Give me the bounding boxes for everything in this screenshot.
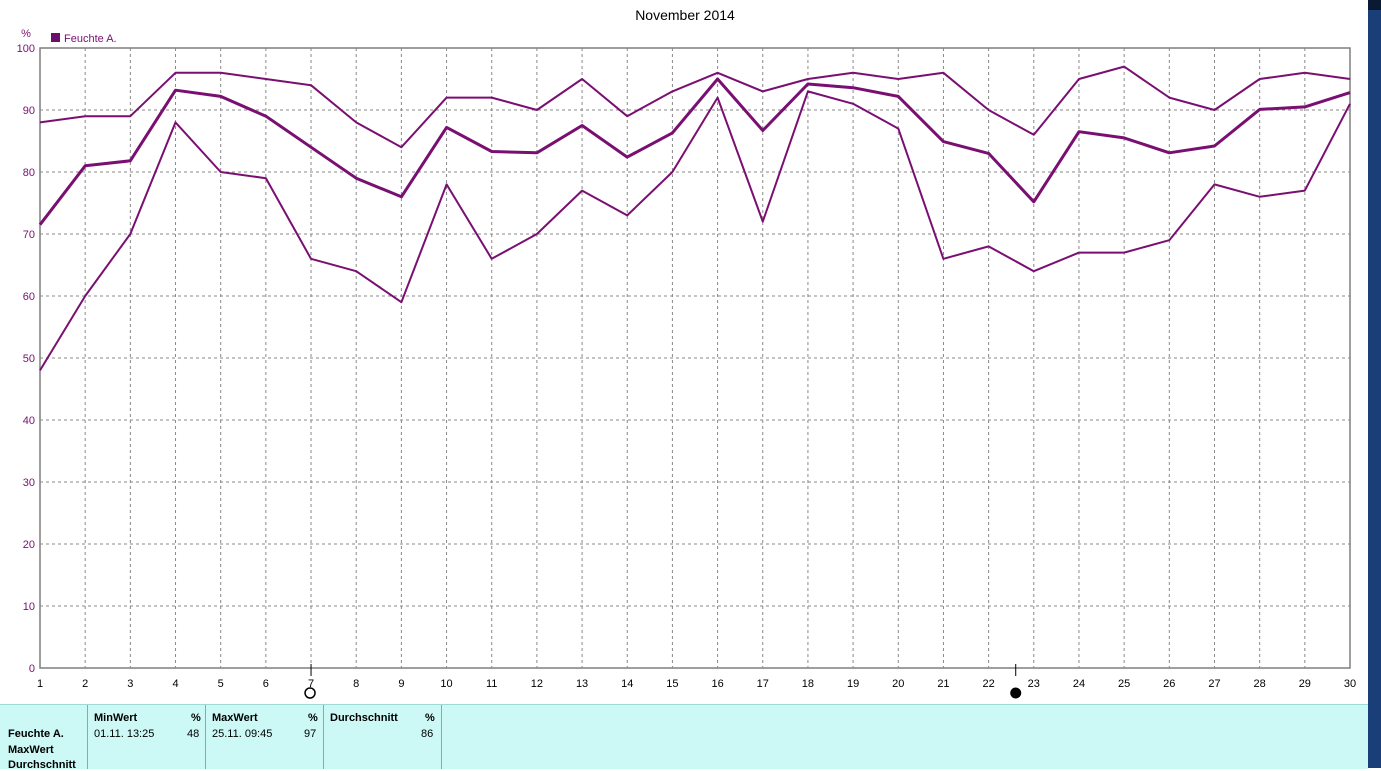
window-edge <box>1368 0 1381 768</box>
y-tick-label: 30 <box>23 477 35 489</box>
y-axis-unit: % <box>21 28 31 40</box>
y-tick-label: 80 <box>23 167 35 179</box>
x-tick-label: 24 <box>1073 678 1085 690</box>
stats-max-unit: % <box>308 712 318 724</box>
stats-column-max: MaxWert % 25.11. 09:45 97 <box>206 705 324 769</box>
y-tick-label: 100 <box>17 43 35 55</box>
stats-min-unit: % <box>191 712 201 724</box>
x-tick-label: 16 <box>711 678 723 690</box>
stats-column-mean: Durchschnitt % 86 <box>324 705 442 769</box>
x-tick-label: 1 <box>37 678 43 690</box>
stats-max-header: MaxWert <box>212 712 258 724</box>
marker-filled-circle <box>1010 687 1022 699</box>
x-tick-label: 13 <box>576 678 588 690</box>
stats-max-value: 97 <box>304 728 317 740</box>
x-tick-label: 2 <box>82 678 88 690</box>
series-line-min <box>39 90 1351 371</box>
stats-row-label-maxwert: MaxWert <box>8 744 54 756</box>
x-tick-label: 10 <box>440 678 452 690</box>
series-line-mean <box>38 77 1351 226</box>
x-tick-label: 25 <box>1118 678 1130 690</box>
y-tick-label: 0 <box>29 663 35 675</box>
stats-row-label-feuchte: Feuchte A. <box>8 728 64 740</box>
stats-panel: Feuchte A. MaxWert Durchschnitt MinWert … <box>0 704 1368 771</box>
x-tick-label: 23 <box>1028 678 1040 690</box>
x-tick-label: 15 <box>666 678 678 690</box>
x-tick-label: 14 <box>621 678 633 690</box>
legend-label: Feuchte A. <box>64 33 117 45</box>
marker-hollow-circle <box>304 687 316 699</box>
x-tick-label: 17 <box>757 678 769 690</box>
x-tick-label: 18 <box>802 678 814 690</box>
x-tick-label: 30 <box>1344 678 1356 690</box>
y-tick-label: 90 <box>23 105 35 117</box>
x-tick-label: 26 <box>1163 678 1175 690</box>
stats-mean-value: 86 <box>421 728 434 740</box>
y-tick-label: 50 <box>23 353 35 365</box>
x-tick-label: 12 <box>531 678 543 690</box>
x-tick-label: 20 <box>892 678 904 690</box>
stats-mean-header: Durchschnitt <box>330 712 398 724</box>
chart-title: November 2014 <box>635 7 735 23</box>
y-tick-label: 70 <box>23 229 35 241</box>
stats-mean-unit: % <box>425 712 435 724</box>
stats-label-column <box>0 705 88 769</box>
legend-swatch <box>51 33 60 42</box>
y-tick-label: 10 <box>23 601 35 613</box>
stats-column-min: MinWert % 01.11. 13:25 48 <box>87 705 206 769</box>
y-tick-label: 20 <box>23 539 35 551</box>
x-tick-label: 11 <box>486 678 497 690</box>
stats-max-time: 25.11. 09:45 <box>212 728 273 740</box>
x-tick-label: 4 <box>172 678 178 690</box>
x-tick-label: 28 <box>1254 678 1266 690</box>
x-tick-label: 27 <box>1208 678 1220 690</box>
x-tick-label: 29 <box>1299 678 1311 690</box>
y-tick-label: 60 <box>23 291 35 303</box>
stats-min-header: MinWert <box>94 712 138 724</box>
x-tick-label: 19 <box>847 678 859 690</box>
x-tick-label: 22 <box>982 678 994 690</box>
stats-min-value: 48 <box>187 728 200 740</box>
x-tick-label: 5 <box>218 678 224 690</box>
window-edge-top <box>1368 0 1381 10</box>
x-tick-label: 21 <box>937 678 949 690</box>
x-tick-label: 6 <box>263 678 269 690</box>
x-tick-label: 3 <box>127 678 133 690</box>
series-line-max <box>39 65 1351 149</box>
x-tick-label: 7 <box>308 678 314 690</box>
stats-min-time: 01.11. 13:25 <box>94 728 155 740</box>
x-tick-label: 9 <box>398 678 404 690</box>
x-tick-label: 8 <box>353 678 359 690</box>
y-tick-label: 40 <box>23 415 35 427</box>
